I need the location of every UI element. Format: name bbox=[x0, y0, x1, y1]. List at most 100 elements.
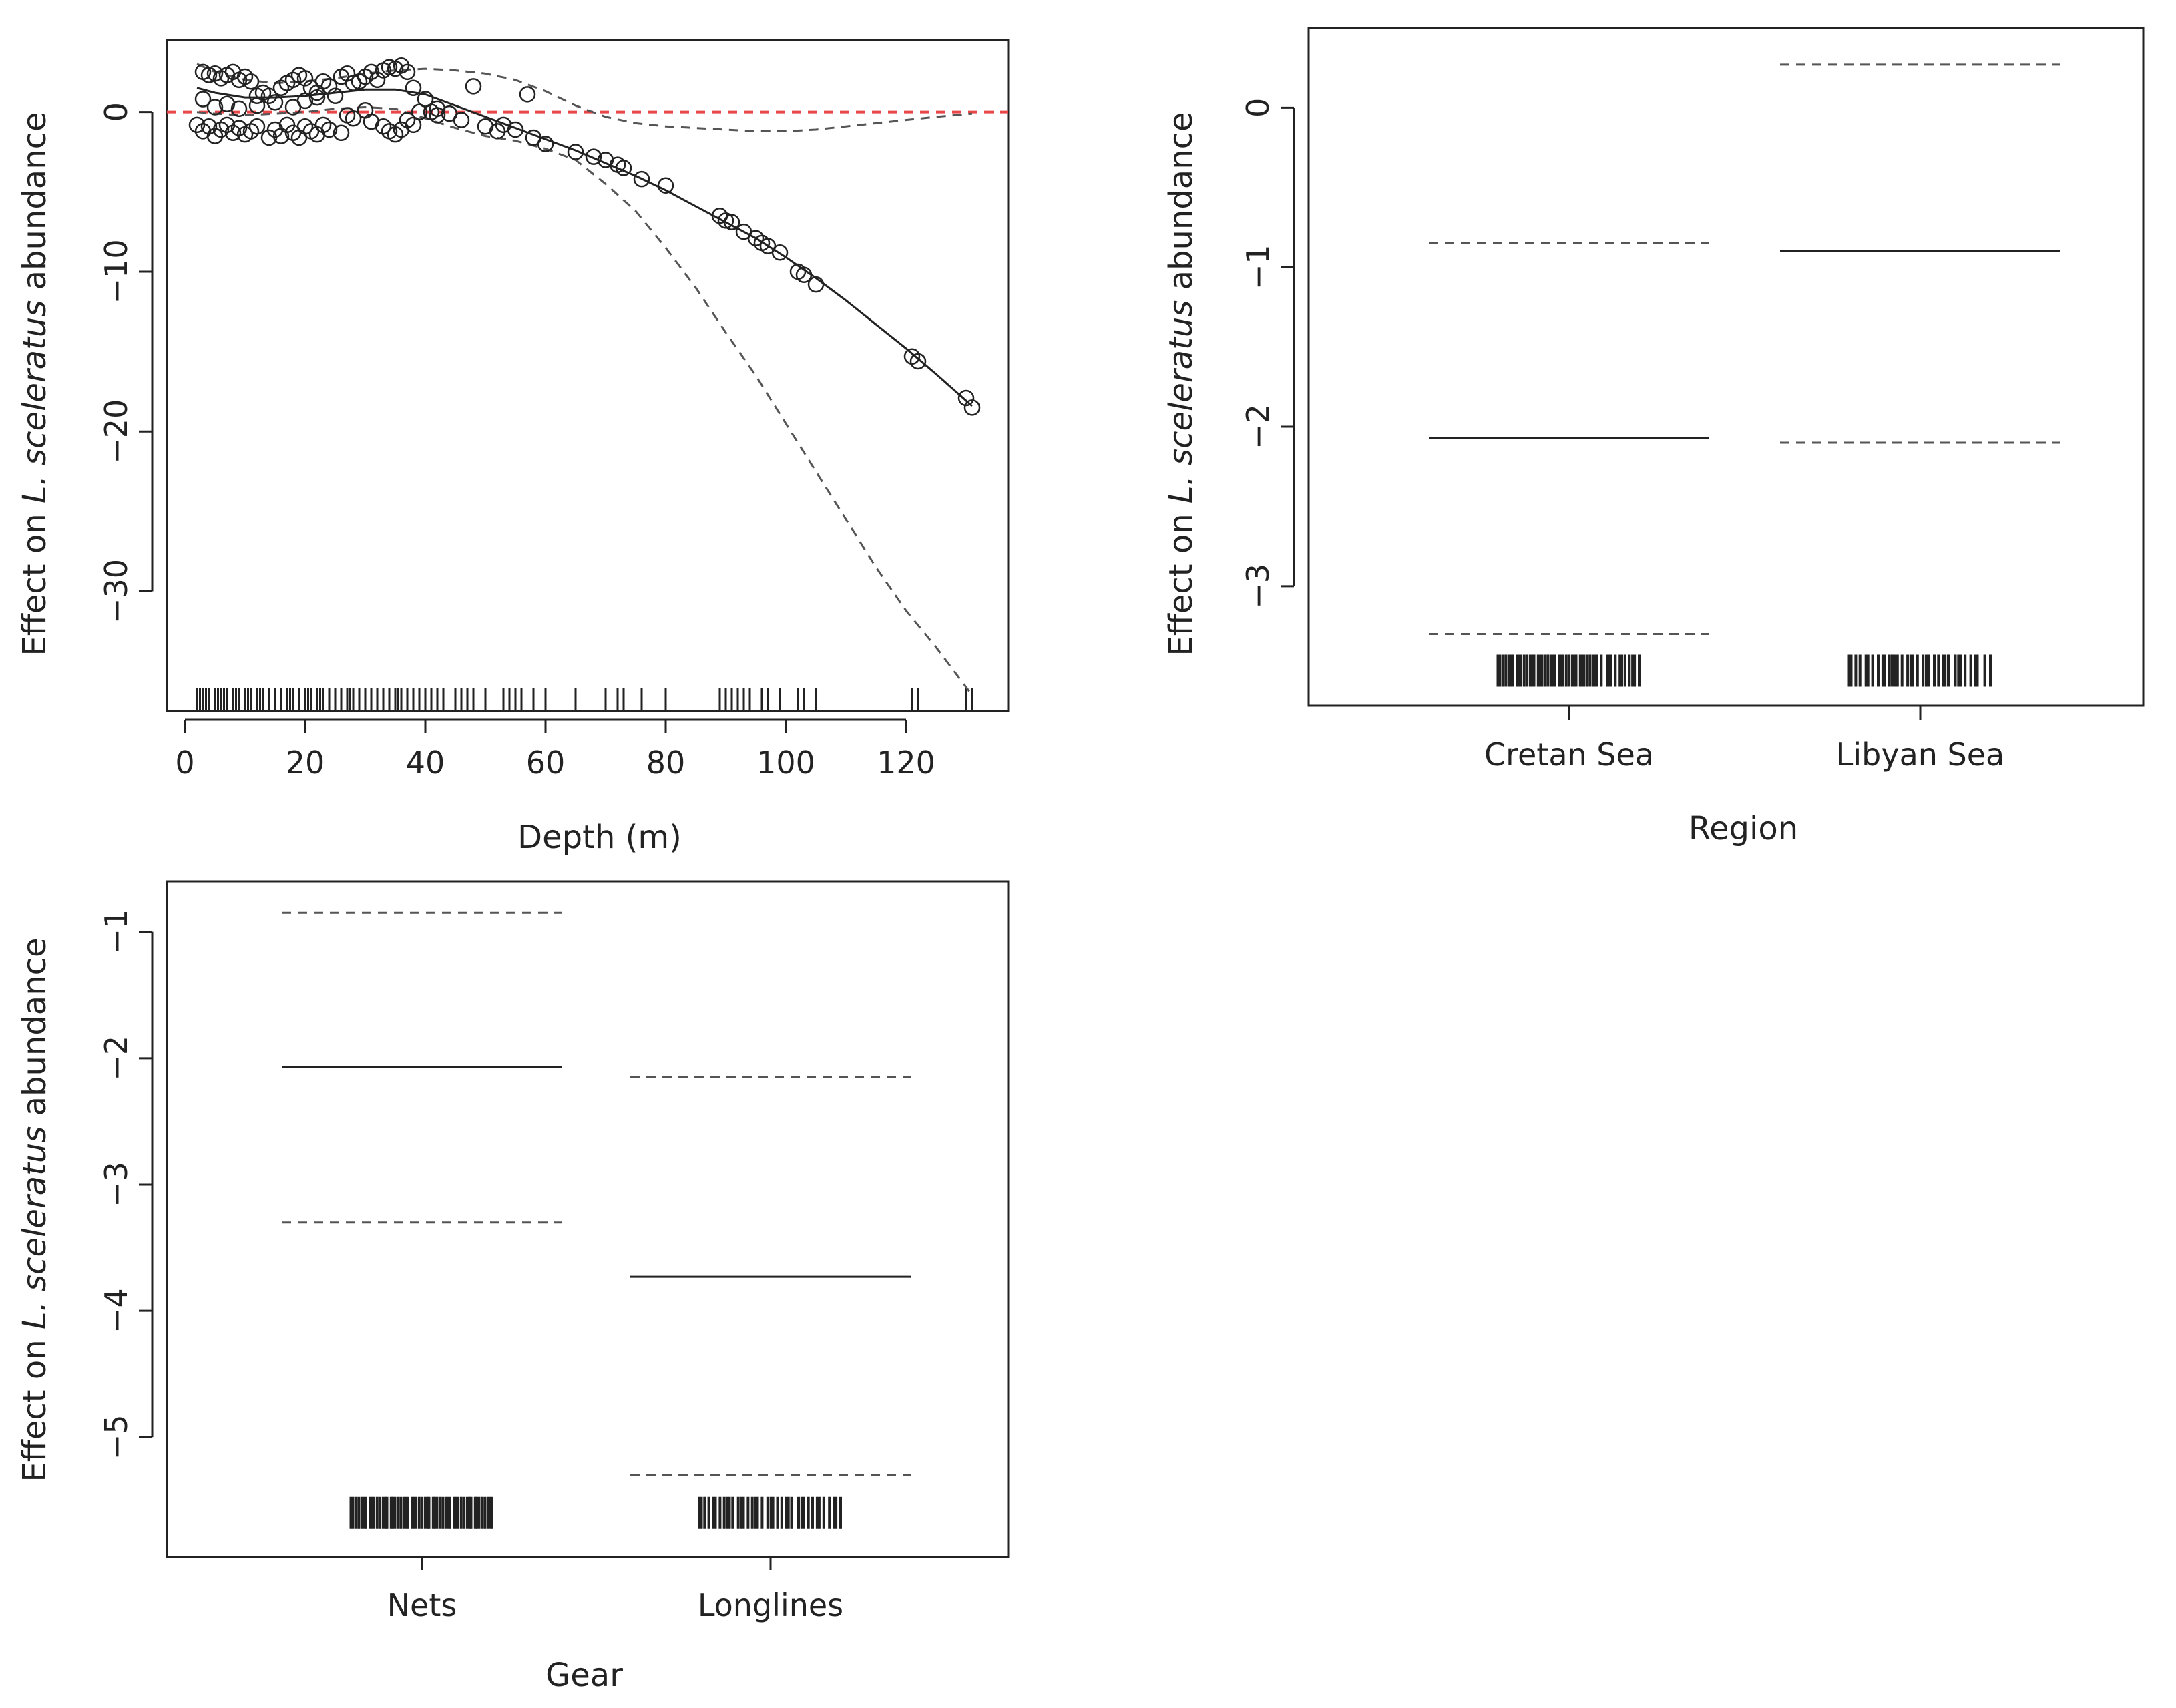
residual-point bbox=[308, 89, 326, 106]
residual-point bbox=[224, 124, 242, 142]
y-tick-label-2: −5 bbox=[98, 1414, 134, 1460]
y-tick-label-2: −3 bbox=[98, 1162, 134, 1207]
x-axis-gear: Nets Longlines bbox=[387, 1557, 843, 1623]
residual-point bbox=[351, 73, 368, 90]
residual-point bbox=[339, 65, 356, 82]
residual-point bbox=[411, 103, 428, 120]
residual-point bbox=[345, 110, 362, 127]
residual-point bbox=[357, 102, 374, 119]
plot-frame-gear bbox=[166, 880, 1010, 1558]
y-axis-title-depth-species: L. sceleratus bbox=[16, 300, 53, 503]
x-tick-label-depth: 80 bbox=[646, 744, 686, 781]
residual-point bbox=[585, 148, 602, 165]
residual-point bbox=[248, 118, 266, 135]
plot-frame-region bbox=[1307, 27, 2145, 707]
series-gear bbox=[282, 911, 911, 1476]
residual-point bbox=[296, 118, 314, 135]
plot-frame-depth bbox=[166, 39, 1010, 712]
residual-point bbox=[314, 116, 332, 134]
residual-point bbox=[272, 79, 290, 97]
residual-point bbox=[909, 353, 927, 370]
residual-point bbox=[194, 91, 212, 108]
residual-point bbox=[489, 123, 506, 140]
residual-point bbox=[242, 123, 260, 140]
residual-point bbox=[795, 266, 813, 283]
residual-point bbox=[387, 126, 404, 143]
x-tick-label-depth: 100 bbox=[756, 744, 815, 781]
y-tick-label-2: −2 bbox=[98, 1036, 134, 1081]
y-axis-depth: 0 −10 −20 −30 bbox=[98, 102, 154, 624]
x-tick-label-depth: 40 bbox=[406, 744, 445, 781]
residual-point bbox=[507, 121, 524, 138]
residual-point bbox=[296, 92, 314, 110]
residual-point bbox=[567, 144, 584, 160]
residual-point bbox=[284, 71, 302, 89]
x-tick-label-depth: 120 bbox=[877, 744, 935, 781]
residual-point bbox=[375, 118, 392, 135]
residual-points-depth bbox=[188, 57, 981, 416]
series-depth bbox=[196, 63, 973, 696]
y-tick-label-1: −2 bbox=[1240, 404, 1276, 449]
y-axis-title-region-prefix: Effect on bbox=[1162, 503, 1200, 656]
residual-point bbox=[296, 70, 314, 87]
series-region bbox=[1429, 63, 2060, 636]
rug-gear bbox=[349, 1496, 842, 1529]
residual-point bbox=[771, 244, 789, 261]
x-axis-title-region: Region bbox=[1689, 810, 1798, 847]
residual-point bbox=[212, 121, 230, 138]
residual-point bbox=[747, 230, 765, 246]
residual-point bbox=[405, 79, 422, 97]
panel-region: 0 −1 −2 −3 Cretan Sea Libyan Sea Region Effe… bbox=[1162, 27, 2145, 847]
rug-region bbox=[1496, 654, 1992, 687]
y-axis-region: 0 −1 −2 −3 bbox=[1240, 98, 1295, 609]
x-tick-label-depth: 20 bbox=[286, 744, 325, 781]
residual-point bbox=[723, 214, 740, 231]
y-axis-gear: −1 −2 −3 −4 −5 bbox=[98, 909, 154, 1460]
residual-point bbox=[333, 124, 350, 142]
residual-point bbox=[717, 212, 734, 229]
x-tick-label-region-libyan-sea: Libyan Sea bbox=[1836, 736, 2004, 773]
upper-ci-line-depth bbox=[196, 63, 973, 132]
residual-point bbox=[519, 86, 536, 103]
y-axis-title-gear-species: L. sceleratus bbox=[16, 1126, 53, 1329]
x-axis-title-gear: Gear bbox=[546, 1657, 623, 1694]
y-axis-title-depth: Effect on L. sceleratus abundance bbox=[16, 112, 53, 656]
residual-point bbox=[369, 71, 386, 89]
residual-point bbox=[429, 107, 446, 124]
residual-point bbox=[357, 68, 374, 85]
y-tick-label-0: 0 bbox=[98, 102, 134, 122]
residual-point bbox=[963, 399, 981, 416]
x-axis-region: Cretan Sea Libyan Sea bbox=[1484, 706, 2004, 773]
residual-point bbox=[399, 63, 416, 81]
x-axis-depth: 0 20 40 60 80 100 120 bbox=[175, 718, 935, 781]
residual-point bbox=[327, 87, 344, 104]
residual-point bbox=[248, 97, 266, 114]
x-tick-label-gear-nets: Nets bbox=[387, 1587, 457, 1623]
residual-point bbox=[320, 78, 338, 95]
residual-point bbox=[453, 112, 470, 128]
x-tick-label-gear-longlines: Longlines bbox=[698, 1587, 843, 1623]
y-axis-title-region-species: L. sceleratus bbox=[1162, 300, 1200, 503]
y-tick-label-0: −30 bbox=[98, 559, 134, 624]
y-axis-title-region-suffix: abundance bbox=[1162, 112, 1200, 300]
rug-depth bbox=[196, 688, 973, 711]
fit-line-depth bbox=[196, 87, 973, 407]
residual-point bbox=[314, 73, 332, 90]
residual-point bbox=[615, 160, 632, 176]
y-tick-label-1: −1 bbox=[1240, 244, 1276, 290]
residual-point bbox=[230, 100, 248, 118]
x-axis-title-depth: Depth (m) bbox=[517, 819, 682, 856]
y-tick-label-0: −20 bbox=[98, 399, 134, 464]
residual-point bbox=[320, 121, 338, 138]
x-tick-label-depth: 60 bbox=[526, 744, 566, 781]
lower-ci-line-depth bbox=[196, 105, 973, 696]
y-axis-title-depth-suffix: abundance bbox=[16, 112, 53, 300]
x-tick-label-depth: 0 bbox=[175, 744, 194, 781]
residual-point bbox=[657, 177, 674, 194]
residual-point bbox=[236, 68, 254, 85]
x-tick-label-region-cretan-sea: Cretan Sea bbox=[1484, 736, 1654, 773]
residual-point bbox=[633, 170, 650, 188]
residual-point bbox=[242, 73, 260, 90]
residual-point bbox=[206, 99, 224, 116]
